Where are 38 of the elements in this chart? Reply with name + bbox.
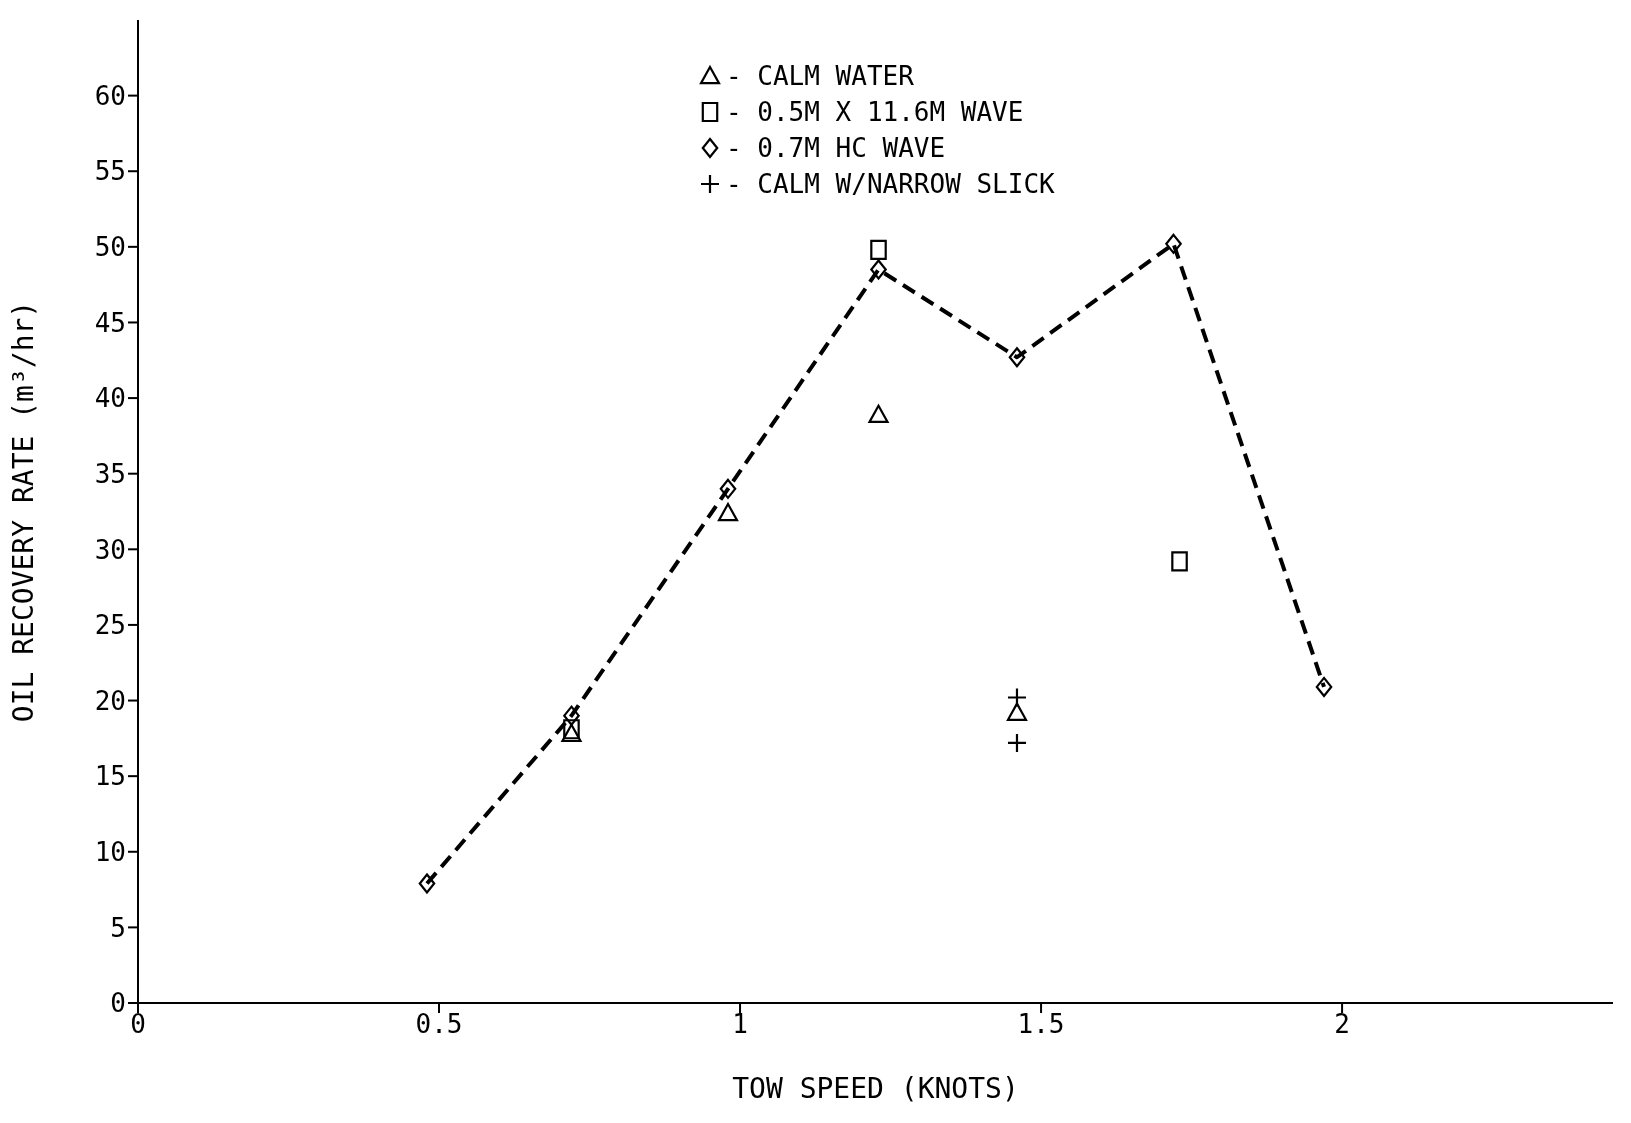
point [418, 873, 436, 894]
legend-label: - 0.7M HC WAVE [726, 132, 946, 165]
y-tick-label: 45 [94, 307, 126, 338]
y-tick-label: 25 [94, 610, 126, 641]
y-tick-label: 60 [94, 80, 126, 111]
x-axis-title: TOW SPEED (KNOTS) [732, 1072, 1019, 1105]
x-tick-label: 0 [130, 1009, 146, 1040]
point [1006, 687, 1028, 708]
point [563, 705, 580, 726]
y-tick-label: 5 [110, 912, 126, 943]
point [868, 404, 889, 424]
point [1006, 702, 1028, 721]
x-tick-label: 1.5 [1017, 1009, 1065, 1040]
y-tick-label: 30 [94, 534, 126, 565]
legend-label: - CALM W/NARROW SLICK [726, 168, 1055, 201]
point [1165, 233, 1182, 254]
point [719, 478, 737, 499]
y-tick-label: 35 [94, 458, 126, 489]
y-tick-label: 20 [94, 685, 126, 716]
y-tick-label: 40 [94, 383, 126, 414]
y-tick-label: 55 [94, 156, 126, 187]
point [870, 259, 887, 280]
x-tick-label: 1 [732, 1009, 748, 1040]
x-tick-label: 0.5 [415, 1009, 463, 1040]
point [1315, 676, 1333, 698]
point [1006, 732, 1028, 753]
y-tick-label: 0 [110, 988, 126, 1019]
point [1171, 551, 1188, 572]
y-axis-title: OIL RECOVERY RATE (m³/hr) [6, 300, 40, 723]
point [717, 502, 739, 522]
point [870, 239, 887, 260]
y-tick-label: 10 [94, 837, 126, 867]
legend-label: - 0.5M X 11.6M WAVE [726, 96, 1024, 129]
y-tick-label: 15 [94, 761, 126, 792]
legend-label: - CALM WATER [726, 60, 914, 93]
x-tick-label: 2 [1334, 1009, 1350, 1040]
y-tick-label: 50 [94, 232, 126, 263]
point [1008, 347, 1026, 368]
